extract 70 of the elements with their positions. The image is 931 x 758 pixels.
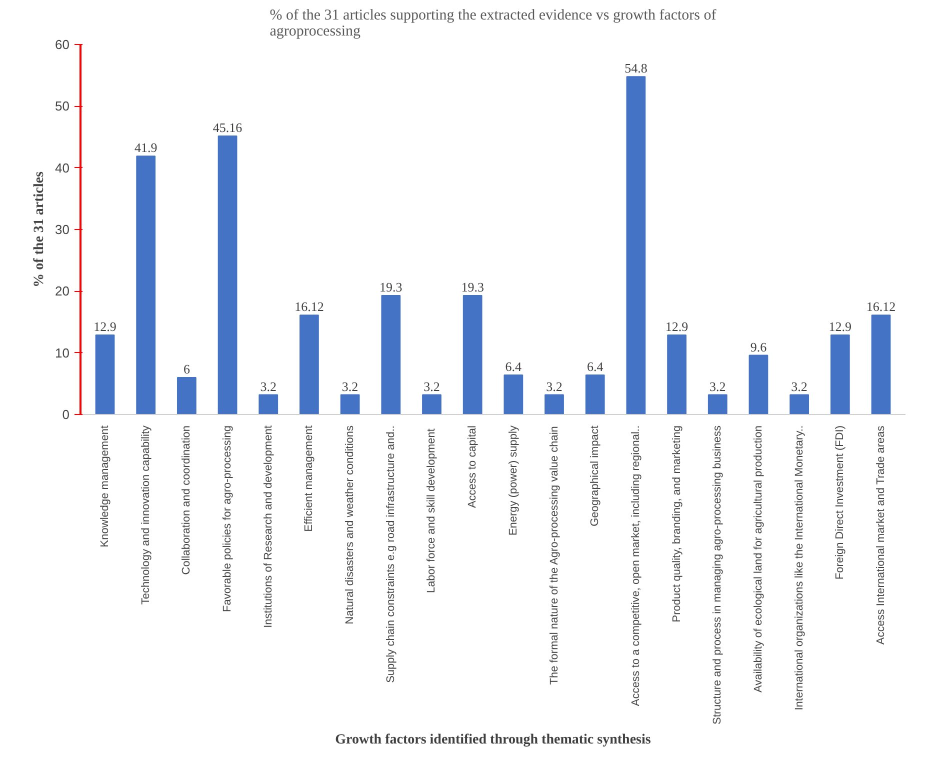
y-axis-title: % of the 31 articles <box>32 171 48 288</box>
data-label: 19.3 <box>380 279 402 294</box>
bar <box>218 136 238 414</box>
bar <box>748 354 768 414</box>
x-tick-label: Natural disasters and weather conditions <box>344 425 356 624</box>
data-label: 6 <box>183 362 190 376</box>
x-tick-label: Technology and innovation capability <box>140 425 152 605</box>
x-tick-label: Availability of ecological land for agricultural production <box>752 425 764 693</box>
x-tick-label: Supply chain constraints e.g road infrastructure and.. <box>384 426 397 683</box>
x-tick-label: Geographical impact <box>589 425 602 526</box>
bar <box>830 334 850 414</box>
y-tick-label: 50 <box>55 98 70 114</box>
data-label: 3.2 <box>791 378 808 394</box>
bar <box>790 394 809 414</box>
data-label: 54.8 <box>624 60 648 76</box>
bar <box>177 377 196 414</box>
x-tick-label: Access to capital <box>466 425 479 508</box>
bar <box>544 394 564 414</box>
x-tick-label: Favorable policies for agro-processing <box>222 425 234 612</box>
bar <box>422 394 442 414</box>
bar <box>667 334 686 414</box>
data-label: 12.9 <box>94 318 116 334</box>
y-tick-label: 60 <box>55 37 70 52</box>
x-tick-label: Institutions of Research and development <box>262 425 274 628</box>
data-label: 12.9 <box>828 318 852 334</box>
x-tick-label: The formal nature of the Agro-processing value chain <box>548 426 560 685</box>
y-tick-label: 10 <box>55 345 70 360</box>
bar <box>136 156 156 414</box>
data-label: 6.4 <box>586 359 604 374</box>
x-tick-label: Structure and process in managing agro-processing business <box>712 425 724 724</box>
x-tick-label: Foreign Direct Investment (FDI) <box>834 425 846 580</box>
y-tick-label: 30 <box>55 222 70 237</box>
y-tick-label: 40 <box>55 160 70 176</box>
data-label: 3.2 <box>546 378 562 394</box>
chart-title: % of the 31 articles supporting the extracted evidence vs growth factors of agroprocessing <box>270 8 716 40</box>
y-tick-label: 0 <box>62 407 70 422</box>
x-tick-label: Efficient management <box>303 425 316 532</box>
x-tick-label: Access to a competitive, open market, including regional.. <box>630 425 642 706</box>
bar <box>504 374 524 414</box>
data-label: 16.12 <box>294 299 324 314</box>
bar <box>340 394 360 414</box>
bar <box>871 314 891 414</box>
data-label: 3.2 <box>710 378 726 394</box>
data-label: 3.2 <box>260 378 276 394</box>
x-axis-title: Growth factors identified through thematic synthesis <box>335 732 652 748</box>
data-label: 41.9 <box>134 140 158 156</box>
data-label: 16.12 <box>866 299 896 314</box>
x-tick-label: Knowledge management <box>99 425 112 548</box>
bar <box>708 394 728 414</box>
bar <box>626 76 646 414</box>
data-label: 6.4 <box>505 359 522 374</box>
bar <box>585 374 605 414</box>
data-label: 19.3 <box>461 279 484 294</box>
bar <box>258 394 278 414</box>
bar <box>95 334 115 414</box>
data-label: 9.6 <box>750 339 768 354</box>
x-tick-label: International organizations like the International Monetary.. <box>793 425 806 710</box>
bar <box>300 314 319 414</box>
data-label: 45.16 <box>212 120 243 136</box>
y-tick-label: 20 <box>55 284 70 299</box>
x-tick-label: Labor force and skill development <box>426 428 438 594</box>
data-label: 12.9 <box>665 318 688 334</box>
data-label: 3.2 <box>424 378 440 394</box>
bar <box>381 294 401 414</box>
x-tick-label: Access International market and Trade areas <box>874 425 887 645</box>
bar <box>462 294 482 414</box>
x-tick-label: Energy (power) supply <box>507 425 520 536</box>
x-tick-label: Collaboration and coordination <box>180 425 193 575</box>
data-label: 3.2 <box>342 378 358 394</box>
x-tick-label: Product quality, branding, and marketing <box>670 425 683 622</box>
